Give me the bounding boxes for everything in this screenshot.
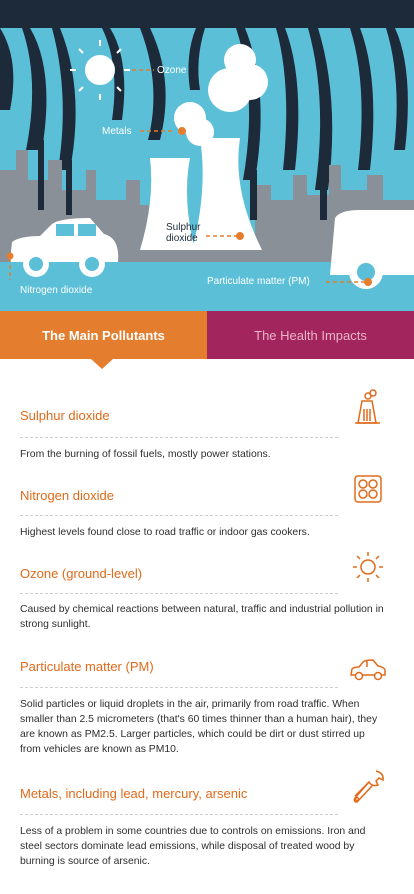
tab-label: The Health Impacts [254,327,367,343]
tab-label: The Main Pollutants [42,327,165,343]
metals-label: Metals [102,126,132,137]
divider [20,593,338,594]
tab-bar: The Main Pollutants The Health Impacts [0,311,414,369]
item-title: Metals, including lead, mercury, arsenic [20,786,248,801]
city-pollution-illustration [0,0,414,311]
sulphur-label-line2: dioxide [166,233,198,244]
item-description: From the burning of fossil fuels, mostly… [20,449,271,460]
item-title: Ozone (ground-level) [20,566,143,581]
nitrogen-label: Nitrogen dioxide [20,285,93,296]
divider [20,515,338,516]
divider [20,814,338,815]
wrench-icon [353,770,384,803]
item-title: Sulphur dioxide [20,408,110,423]
item-description: Less of a problem in some countries due … [20,826,366,867]
item-description: Highest levels found close to road traff… [20,527,310,538]
tab-main-pollutants[interactable]: The Main Pollutants [0,311,207,359]
divider [20,437,338,438]
pollutants-list: Sulphur dioxide From the burning of foss… [0,359,414,894]
hero-illustration: Ozone Metals Sulphur dioxide Nitrogen di… [0,0,414,311]
sulphur-label-line1: Sulphur [166,222,201,233]
active-tab-pointer [91,359,113,369]
item-description: Solid particles or liquid droplets in th… [20,699,378,755]
item-title: Particulate matter (PM) [20,659,154,674]
sun-icon [70,40,130,100]
factory-chimney-icon [355,389,380,424]
tab-health-impacts[interactable]: The Health Impacts [207,311,414,359]
item-description: Caused by chemical reactions between nat… [20,604,384,630]
gas-cooker-icon [354,475,382,503]
ozone-label: Ozone [157,65,187,76]
pm-label: Particulate matter (PM) [207,276,310,287]
sun-icon [353,552,383,582]
item-title: Nitrogen dioxide [20,488,114,503]
car-icon [350,659,386,681]
divider [20,687,338,688]
